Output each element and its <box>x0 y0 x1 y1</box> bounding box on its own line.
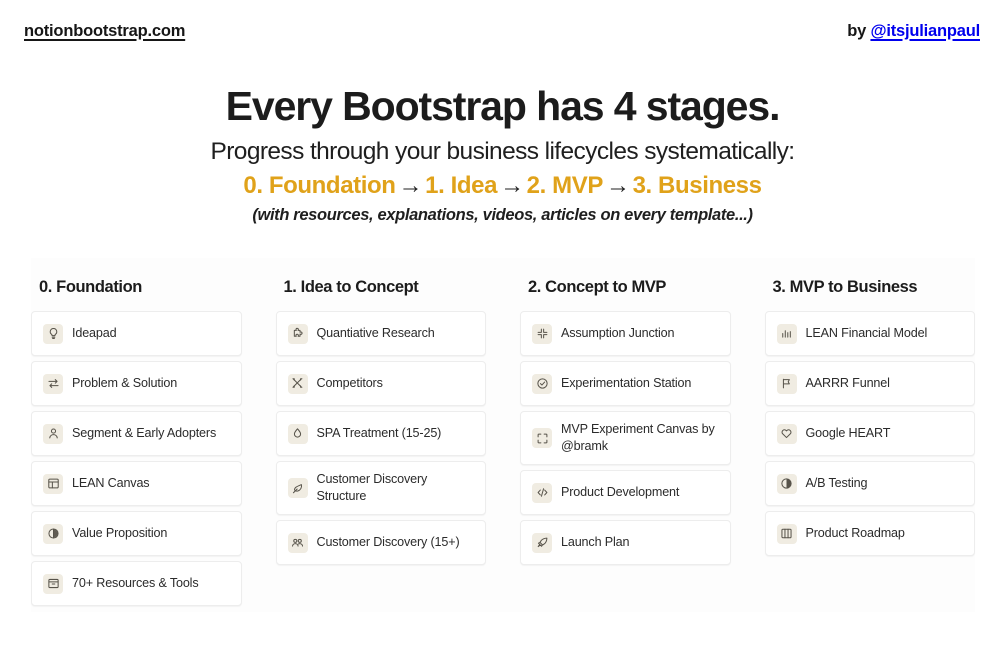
template-card[interactable]: AARRR Funnel <box>764 361 975 406</box>
card-label: Launch Plan <box>561 535 630 549</box>
stage-0-label: 0. Foundation <box>243 171 396 199</box>
stage-board: 0. Foundation Ideapad Problem & Solution Se… <box>31 258 975 612</box>
stage-column: 2. Concept to MVP Assumption Junction Expe… <box>520 278 731 612</box>
hero-subtitle: Progress through your business lifecycle… <box>210 138 796 166</box>
stage-2-label: 2. MVP <box>526 171 604 199</box>
contrast-circle-icon <box>776 473 797 494</box>
template-card[interactable]: Google HEART <box>764 411 975 456</box>
card-label: Problem & Solution <box>72 376 178 390</box>
template-card[interactable]: Ideapad <box>31 311 242 356</box>
stage-column: 3. MVP to Business LEAN Financial Model AA… <box>764 278 975 612</box>
byline-prefix: by <box>847 21 871 40</box>
template-card[interactable]: LEAN Canvas <box>31 461 242 506</box>
template-card[interactable]: Competitors <box>275 361 486 406</box>
people-group-icon <box>287 532 308 553</box>
card-label: Assumption Junction <box>561 326 675 340</box>
card-label: Customer Discovery Structure <box>316 472 428 503</box>
book-open-icon <box>776 523 797 544</box>
template-card[interactable]: Product Development <box>520 470 731 515</box>
person-icon <box>43 423 63 444</box>
stage-1-label: 1. Idea <box>425 171 498 199</box>
template-card[interactable]: Assumption Junction <box>520 311 731 356</box>
template-card[interactable]: Customer Discovery Structure <box>275 461 486 515</box>
stage-arrow-2-icon: → <box>500 171 524 199</box>
template-card[interactable]: Segment & Early Adopters <box>31 411 242 456</box>
card-label: Customer Discovery (15+) <box>316 535 460 549</box>
layout-grid-icon <box>43 473 63 494</box>
card-label: A/B Testing <box>805 476 868 490</box>
crossed-swords-icon <box>287 373 308 394</box>
stage-column: 0. Foundation Ideapad Problem & Solution Se… <box>31 278 242 612</box>
site-url-link[interactable]: notionbootstrap.com <box>24 21 186 40</box>
template-card[interactable]: Experimentation Station <box>520 361 731 406</box>
stage-3-label: 3. Business <box>632 171 762 199</box>
hero-note: (with resources, explanations, videos, a… <box>252 205 753 224</box>
pie-chart-icon <box>43 523 63 544</box>
stage-arrow-3-icon: → <box>605 171 630 199</box>
template-card[interactable]: Product Roadmap <box>764 511 975 556</box>
feather-pen-icon <box>287 478 308 498</box>
card-label: Experimentation Station <box>561 376 692 390</box>
lightbulb-icon <box>43 323 63 344</box>
column-title: 0. Foundation <box>39 278 142 296</box>
card-label: 70+ Resources & Tools <box>72 576 199 590</box>
card-label: Value Proposition <box>72 526 168 540</box>
column-title: 1. Idea to Concept <box>283 278 419 296</box>
bar-chart-icon <box>776 323 797 344</box>
page-title: Every Bootstrap has 4 stages. <box>225 83 781 129</box>
card-label: Product Development <box>561 485 680 499</box>
template-card[interactable]: LEAN Financial Model <box>764 311 975 356</box>
template-card[interactable]: Value Proposition <box>31 511 242 556</box>
card-label: Ideapad <box>72 326 117 340</box>
card-label: Competitors <box>316 376 383 390</box>
card-label: LEAN Canvas <box>72 476 150 490</box>
top-bar: notionbootstrap.com by @itsjulianpaul <box>0 0 1005 62</box>
template-card[interactable]: 70+ Resources & Tools <box>31 561 242 606</box>
droplet-icon <box>287 423 308 444</box>
stage-arrow-1-icon: → <box>398 171 423 199</box>
stage-column: 1. Idea to Concept Quantiative Research Co… <box>275 278 486 612</box>
template-card[interactable]: Problem & Solution <box>31 361 242 406</box>
flag-icon <box>776 373 797 394</box>
card-label: Google HEART <box>805 426 891 440</box>
column-title: 3. MVP to Business <box>772 278 918 296</box>
heart-icon <box>776 423 797 444</box>
template-card[interactable]: Customer Discovery (15+) <box>275 520 486 565</box>
card-label: Segment & Early Adopters <box>72 426 217 440</box>
card-label: AARRR Funnel <box>805 376 890 390</box>
hero-section: Every Bootstrap has 4 stages. Progress t… <box>0 82 1005 225</box>
byline: by @itsjulianpaul <box>847 22 980 41</box>
arrows-exchange-icon <box>43 373 63 394</box>
template-card[interactable]: A/B Testing <box>764 461 975 506</box>
stage-sequence: 0. Foundation → 1. Idea → 2. MVP → 3. Business <box>0 171 1005 201</box>
card-label: Quantiative Research <box>316 326 435 340</box>
rocket-icon <box>532 532 552 553</box>
archive-box-icon <box>43 573 63 594</box>
author-handle-link[interactable]: @itsjulianpaul <box>870 21 980 40</box>
card-label: SPA Treatment (15-25) <box>316 426 442 440</box>
template-card[interactable]: MVP Experiment Canvas by @bramk <box>520 411 731 465</box>
template-card[interactable]: Launch Plan <box>520 520 731 565</box>
card-label: MVP Experiment Canvas by @bramk <box>561 422 715 453</box>
check-circle-icon <box>532 373 552 394</box>
column-title: 2. Concept to MVP <box>528 278 667 296</box>
template-card[interactable]: Quantiative Research <box>275 311 486 356</box>
template-card[interactable]: SPA Treatment (15-25) <box>275 411 486 456</box>
card-label: Product Roadmap <box>805 526 905 540</box>
puzzle-icon <box>287 323 308 344</box>
code-brackets-icon <box>532 482 552 503</box>
card-label: LEAN Financial Model <box>805 326 928 340</box>
expand-frame-icon <box>532 428 552 448</box>
collapse-arrows-icon <box>532 323 552 344</box>
